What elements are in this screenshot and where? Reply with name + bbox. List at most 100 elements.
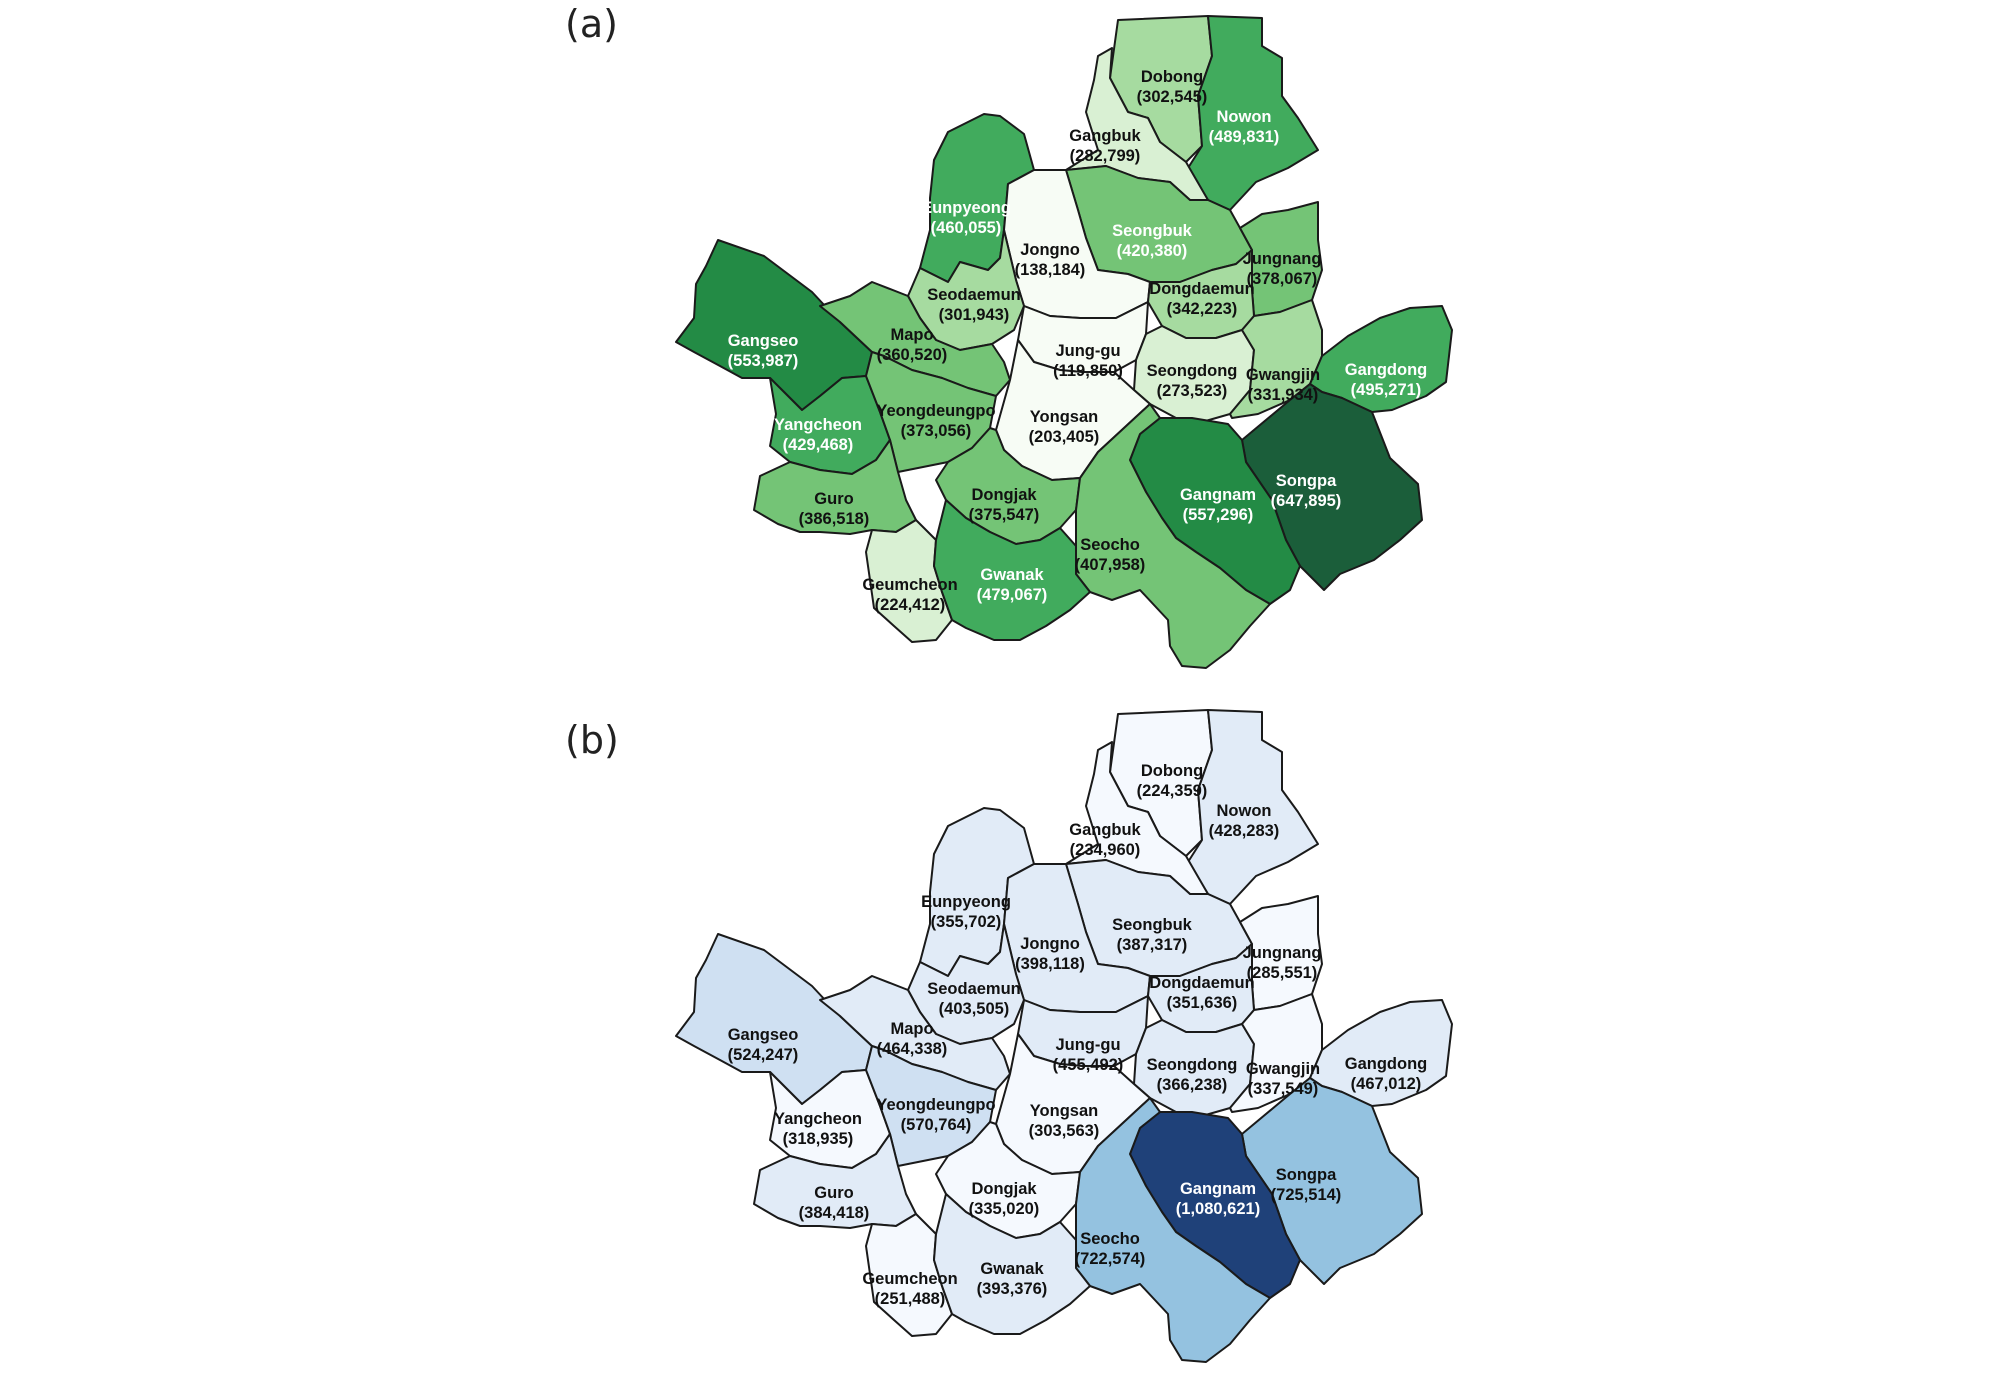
district-value-label: (393,376) <box>977 1280 1048 1298</box>
district-seocho <box>1075 403 1271 669</box>
district-value-label: (373,056) <box>901 422 972 440</box>
district-value-label: (722,574) <box>1075 1250 1146 1268</box>
district-value-label: (224,412) <box>875 596 946 614</box>
district-name-label: Songpa <box>1276 1166 1337 1184</box>
district-name-label: Gangbuk <box>1069 127 1141 145</box>
district-name-label: Yeongdeungpo <box>876 1096 995 1114</box>
district-name-label: Seongdong <box>1147 1056 1238 1074</box>
district-value-label: (337,549) <box>1248 1080 1319 1098</box>
district-value-label: (495,271) <box>1351 381 1422 399</box>
district-gwanak <box>933 499 1091 641</box>
district-gwangjin <box>1229 299 1323 419</box>
district-name-label: Gangseo <box>728 332 799 350</box>
district-value-label: (375,547) <box>969 506 1040 524</box>
district-name-label: Mapo <box>890 1020 933 1038</box>
district-name-label: Jungnang <box>1243 250 1322 268</box>
district-shapes <box>675 15 1453 669</box>
district-geumcheon <box>865 1213 953 1337</box>
district-nowon <box>1187 15 1319 211</box>
district-value-label: (384,418) <box>799 1204 870 1222</box>
district-value-label: (351,636) <box>1167 994 1238 1012</box>
district-nowon <box>1187 709 1319 905</box>
district-value-label: (303,563) <box>1029 1122 1100 1140</box>
district-value-label: (331,934) <box>1248 386 1319 404</box>
district-value-label: (302,545) <box>1137 88 1208 106</box>
district-value-label: (138,184) <box>1015 261 1086 279</box>
district-name-label: Gangnam <box>1180 486 1256 504</box>
district-value-label: (355,702) <box>931 913 1002 931</box>
district-value-label: (234,960) <box>1070 841 1141 859</box>
district-value-label: (342,223) <box>1167 300 1238 318</box>
district-value-label: (119,850) <box>1053 362 1123 380</box>
district-labels: Dobong (302,545) Nowon (489,831) Gangbuk (282… <box>728 68 1428 614</box>
district-name-label: Nowon <box>1217 108 1272 126</box>
district-name-label: Yongsan <box>1030 1102 1098 1120</box>
district-value-label: (557,296) <box>1183 506 1254 524</box>
district-name-label: Seocho <box>1080 1230 1140 1248</box>
district-name-label: Jung-gu <box>1055 1036 1120 1054</box>
district-name-label: Gangbuk <box>1069 821 1141 839</box>
district-name-label: Yeongdeungpo <box>876 402 995 420</box>
district-name-label: Dobong <box>1141 762 1203 780</box>
panel-label-a: (a) <box>565 2 618 46</box>
district-name-label: Eunpyeong <box>921 893 1011 911</box>
district-name-label: Seodaemun <box>927 286 1021 304</box>
district-value-label: (428,283) <box>1209 822 1280 840</box>
district-gwanak <box>933 1193 1091 1335</box>
district-value-label: (725,514) <box>1271 1186 1342 1204</box>
district-labels: Dobong (224,359) Nowon (428,283) Gangbuk (234… <box>728 762 1428 1308</box>
district-value-label: (553,987) <box>728 352 799 370</box>
panel-label-b: (b) <box>565 718 619 762</box>
district-name-label: Gangdong <box>1345 1055 1427 1073</box>
district-name-label: Seocho <box>1080 536 1140 554</box>
district-name-label: Eunpyeong <box>921 199 1011 217</box>
district-name-label: Songpa <box>1276 472 1337 490</box>
district-geumcheon <box>865 519 953 643</box>
district-name-label: Seongbuk <box>1112 222 1193 240</box>
district-name-label: Yangcheon <box>774 416 862 434</box>
district-value-label: (420,380) <box>1117 242 1188 260</box>
district-value-label: (251,488) <box>875 1290 946 1308</box>
district-name-label: Dongjak <box>971 486 1037 504</box>
district-name-label: Seongdong <box>1147 362 1238 380</box>
district-value-label: (455,492) <box>1053 1056 1124 1074</box>
district-value-label: (570,764) <box>901 1116 972 1134</box>
district-name-label: Dongdaemun <box>1149 974 1254 992</box>
district-value-label: (464,338) <box>877 1040 948 1058</box>
district-value-label: (386,518) <box>799 510 870 528</box>
district-value-label: (203,405) <box>1029 428 1100 446</box>
district-value-label: (335,020) <box>969 1200 1040 1218</box>
district-value-label: (467,012) <box>1351 1075 1422 1093</box>
district-name-label: Gangnam <box>1180 1180 1256 1198</box>
district-value-label: (378,067) <box>1247 270 1318 288</box>
district-value-label: (318,935) <box>783 1130 854 1148</box>
district-name-label: Seodaemun <box>927 980 1021 998</box>
district-name-label: Geumcheon <box>862 1270 957 1288</box>
district-gwangjin <box>1229 993 1323 1113</box>
district-name-label: Jongno <box>1020 241 1080 259</box>
district-shapes <box>675 709 1453 1363</box>
district-name-label: Gwanak <box>980 1260 1044 1278</box>
district-name-label: Dongjak <box>971 1180 1037 1198</box>
district-name-label: Gwanak <box>980 566 1044 584</box>
district-value-label: (647,895) <box>1271 492 1342 510</box>
district-value-label: (285,551) <box>1247 964 1318 982</box>
district-name-label: Seongbuk <box>1112 916 1193 934</box>
district-name-label: Jongno <box>1020 935 1080 953</box>
district-value-label: (1,080,621) <box>1176 1200 1260 1218</box>
district-value-label: (460,055) <box>931 219 1002 237</box>
district-name-label: Gwangjin <box>1246 1060 1320 1078</box>
district-name-label: Jung-gu <box>1055 342 1120 360</box>
district-value-label: (407,958) <box>1075 556 1146 574</box>
district-value-label: (403,505) <box>939 1000 1010 1018</box>
district-name-label: Geumcheon <box>862 576 957 594</box>
district-value-label: (479,067) <box>977 586 1048 604</box>
district-name-label: Mapo <box>890 326 933 344</box>
district-name-label: Jungnang <box>1243 944 1322 962</box>
district-name-label: Dobong <box>1141 68 1203 86</box>
district-name-label: Gangdong <box>1345 361 1427 379</box>
district-value-label: (524,247) <box>728 1046 799 1064</box>
district-seocho <box>1075 1097 1271 1363</box>
district-value-label: (301,943) <box>939 306 1010 324</box>
district-name-label: Guro <box>814 490 853 508</box>
